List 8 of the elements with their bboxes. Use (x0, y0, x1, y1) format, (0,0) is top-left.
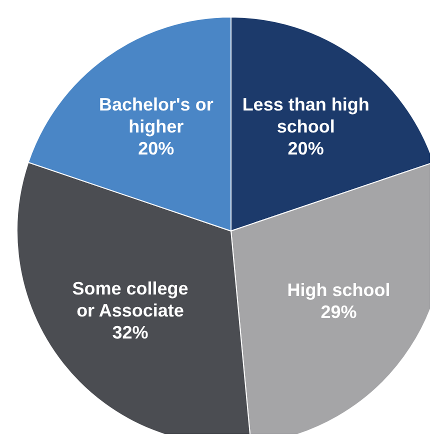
slice-label: Less than high school (242, 94, 370, 137)
slice-label: Some college or Associate (72, 278, 188, 321)
slice-label: High school (287, 280, 390, 300)
data-label: 32% (112, 322, 148, 343)
data-label: 20% (138, 138, 174, 159)
data-label: 29% (320, 302, 357, 322)
slice-label: Bachelor's or higher (99, 94, 214, 137)
data-label: 20% (288, 138, 324, 159)
